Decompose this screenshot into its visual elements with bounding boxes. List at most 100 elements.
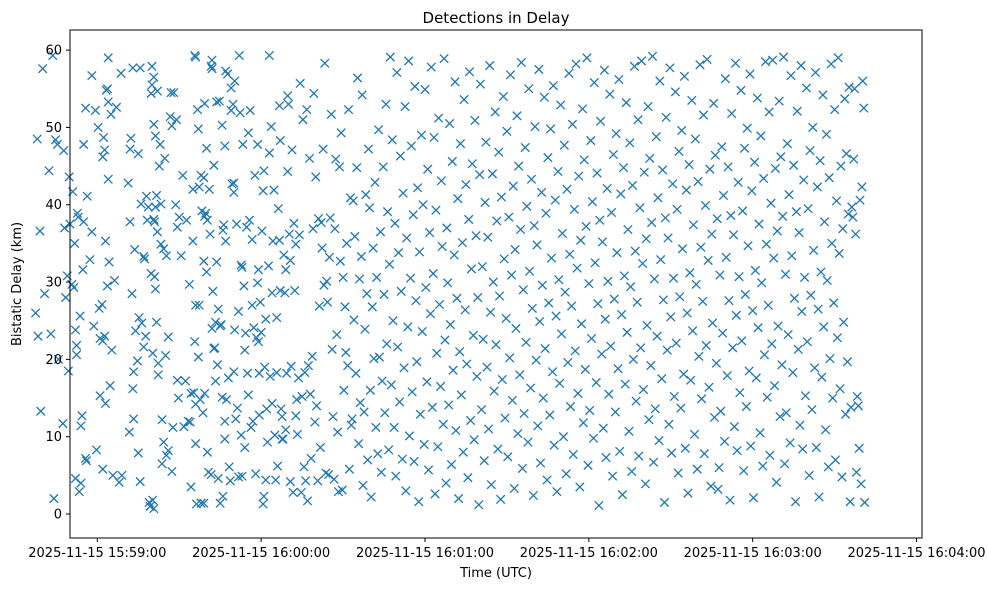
data-point (817, 372, 827, 382)
data-point (163, 445, 173, 456)
data-point (835, 384, 845, 394)
data-point (702, 54, 712, 65)
data-point (769, 381, 780, 391)
data-point (281, 265, 291, 275)
data-point (126, 133, 136, 143)
data-point (805, 145, 815, 156)
data-point (715, 270, 725, 280)
data-point (199, 98, 210, 109)
data-point (739, 466, 749, 476)
data-point (731, 310, 741, 320)
data-point (309, 88, 319, 99)
data-point (211, 97, 222, 107)
data-point (608, 149, 619, 160)
data-point (102, 84, 113, 94)
data-point (395, 151, 406, 161)
data-point (716, 406, 726, 416)
data-point (154, 161, 164, 171)
data-point (412, 183, 423, 193)
data-point (461, 179, 471, 190)
data-point (584, 278, 594, 289)
data-point (698, 110, 709, 120)
data-point (662, 345, 672, 355)
data-point (32, 134, 42, 144)
data-point (44, 166, 54, 176)
data-point (78, 265, 88, 275)
data-point (133, 149, 143, 159)
data-point (384, 259, 395, 269)
data-point (832, 333, 843, 343)
data-point (207, 55, 217, 65)
data-point (222, 69, 233, 79)
data-point (148, 495, 158, 505)
data-point (371, 422, 381, 433)
data-point (190, 439, 201, 449)
data-point (206, 469, 216, 480)
data-point (214, 96, 225, 106)
data-point (274, 101, 285, 111)
data-point (325, 213, 335, 223)
data-point (708, 98, 719, 109)
data-point (292, 429, 303, 440)
data-point (230, 325, 240, 335)
data-point (834, 248, 844, 259)
data-point (53, 354, 64, 365)
data-point (439, 53, 449, 64)
data-point (272, 312, 282, 323)
data-point (80, 453, 91, 464)
data-point (253, 265, 264, 275)
data-point (81, 456, 92, 466)
data-point (368, 243, 378, 253)
data-point (78, 217, 89, 227)
data-point (270, 475, 281, 485)
data-point (151, 190, 162, 201)
data-point (535, 316, 545, 327)
data-point (707, 318, 718, 328)
data-point (150, 202, 161, 212)
data-point (363, 144, 374, 154)
data-point (847, 202, 857, 212)
data-point (810, 363, 820, 373)
data-point (338, 272, 348, 283)
data-point (822, 275, 832, 286)
data-point (352, 73, 363, 83)
data-point (704, 382, 714, 392)
data-point (210, 343, 220, 353)
data-point (798, 444, 808, 454)
data-point (132, 356, 143, 366)
data-point (452, 293, 462, 303)
data-point (718, 190, 729, 201)
data-point (578, 418, 589, 428)
data-point (661, 112, 671, 123)
data-point (449, 250, 459, 260)
data-point (850, 229, 861, 239)
data-point (771, 477, 782, 487)
data-point (464, 214, 474, 225)
data-point (740, 289, 750, 300)
data-point (161, 450, 172, 460)
data-point (272, 367, 282, 378)
data-point (235, 108, 245, 118)
data-point (823, 462, 833, 472)
data-point (264, 148, 275, 158)
data-point (859, 497, 870, 508)
data-point (244, 215, 255, 225)
data-point (240, 442, 250, 453)
data-point (568, 449, 578, 460)
data-point (422, 377, 432, 387)
data-point (237, 262, 247, 273)
data-point (523, 437, 533, 447)
data-point (453, 493, 464, 504)
data-point (245, 105, 255, 116)
data-point (646, 217, 657, 228)
data-point (64, 172, 74, 182)
data-point (289, 218, 299, 228)
data-point (774, 96, 784, 106)
data-point (330, 224, 340, 234)
data-point (357, 90, 367, 100)
data-point (754, 219, 764, 229)
data-point (313, 214, 324, 224)
data-point (303, 360, 314, 371)
data-point (681, 185, 691, 195)
data-point (569, 204, 580, 215)
